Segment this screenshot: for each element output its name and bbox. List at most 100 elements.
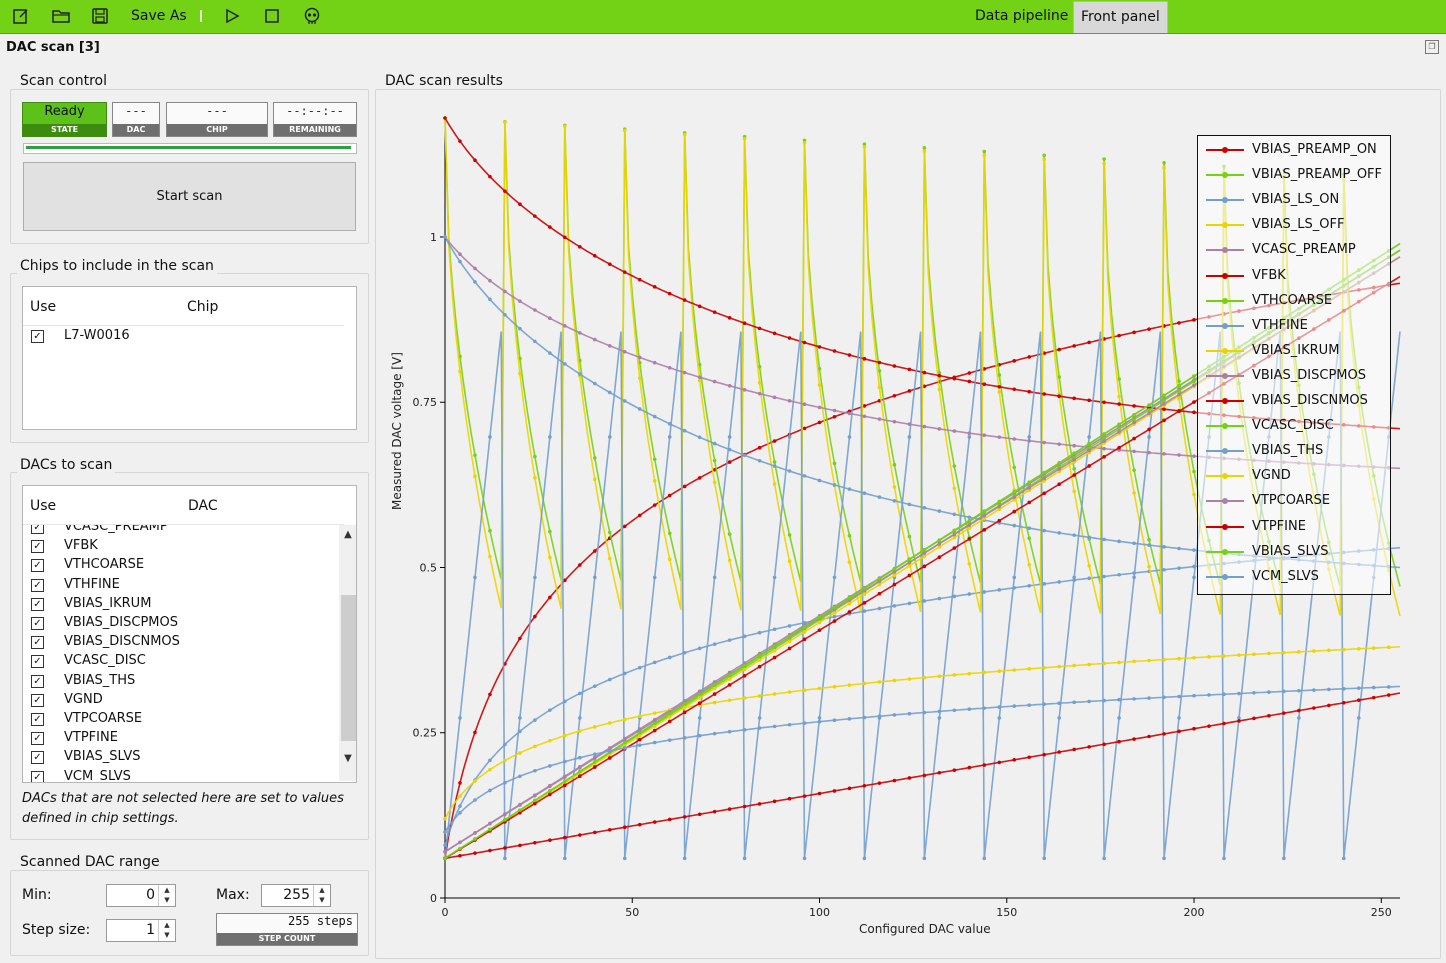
table-row[interactable]: ✓ L7-W0016 — [23, 327, 323, 346]
dac-use-checkbox[interactable]: ✓ — [31, 770, 44, 782]
table-row[interactable]: ✓ VFBK — [23, 537, 323, 556]
data-point — [1117, 427, 1121, 431]
data-point — [937, 674, 942, 679]
data-point — [518, 774, 522, 779]
table-row[interactable]: ✓ VTPCOARSE — [23, 710, 323, 729]
play-icon[interactable] — [221, 5, 243, 27]
new-icon[interactable] — [10, 5, 32, 27]
decrement-icon[interactable]: ▼ — [164, 931, 170, 939]
data-point — [443, 816, 447, 821]
data-point — [578, 372, 582, 376]
min-spinbox[interactable]: 0 ▲ ▼ — [106, 884, 176, 907]
data-point — [1192, 454, 1196, 458]
dac-use-checkbox[interactable]: ✓ — [31, 540, 44, 554]
data-point — [1147, 450, 1151, 455]
data-point — [518, 636, 522, 641]
legend-marker — [1222, 297, 1228, 304]
data-point — [757, 658, 762, 662]
dac-use-checkbox[interactable]: ✓ — [31, 578, 44, 592]
stop-icon[interactable] — [261, 5, 283, 27]
table-row[interactable]: ✓ VCASC_DISC — [23, 652, 323, 671]
data-point — [1177, 729, 1181, 734]
data-point — [1132, 417, 1136, 422]
dac-use-checkbox[interactable]: ✓ — [31, 751, 44, 765]
decrement-icon[interactable]: ▼ — [164, 896, 170, 904]
start-scan-button[interactable]: Start scan — [23, 162, 356, 231]
chip-use-checkbox[interactable]: ✓ — [31, 330, 44, 343]
data-point — [503, 846, 507, 850]
table-row[interactable]: ✓ VCM_SLVS — [23, 768, 323, 782]
table-row[interactable]: ✓ VTHFINE — [23, 576, 323, 595]
data-point — [727, 698, 732, 703]
table-row[interactable]: ✓ VBIAS_SLVS — [23, 748, 323, 767]
data-point — [1042, 392, 1047, 396]
data-point — [787, 722, 792, 727]
increment-icon[interactable]: ▲ — [319, 886, 325, 894]
dac-use-checkbox[interactable]: ✓ — [31, 674, 44, 688]
decrement-icon[interactable]: ▼ — [319, 896, 325, 904]
dac-use-checkbox[interactable]: ✓ — [31, 617, 44, 630]
data-point — [533, 614, 537, 619]
float-window-icon[interactable]: ❐ — [1425, 40, 1439, 54]
increment-icon[interactable]: ▲ — [164, 886, 170, 894]
data-point — [1117, 333, 1121, 338]
legend-label: VBIAS_LS_ON — [1252, 192, 1340, 208]
open-folder-icon[interactable] — [50, 5, 72, 27]
data-point — [622, 717, 627, 722]
data-point — [1102, 698, 1106, 703]
scroll-thumb[interactable] — [341, 595, 356, 741]
table-row[interactable]: ✓ VBIAS_THS — [23, 672, 323, 691]
table-row[interactable]: ✓ VBIAS_IKRUM — [23, 595, 323, 614]
max-spinbox[interactable]: 255 ▲ ▼ — [261, 884, 331, 907]
data-point — [1192, 693, 1196, 698]
save-icon[interactable] — [89, 5, 111, 27]
tab-front-panel[interactable]: Front panel — [1073, 1, 1168, 33]
table-row[interactable]: ✓ VGND — [23, 691, 323, 710]
dac-use-checkbox[interactable]: ✓ — [31, 597, 44, 611]
save-as-button[interactable]: Save As — [131, 8, 187, 24]
data-point — [1132, 420, 1136, 425]
data-point — [1132, 541, 1136, 546]
tab-data-pipeline[interactable]: Data pipeline — [975, 8, 1069, 24]
data-point — [862, 491, 867, 495]
dac-use-checkbox[interactable]: ✓ — [31, 713, 44, 726]
data-point — [967, 519, 972, 523]
data-point — [892, 678, 897, 683]
data-point — [667, 291, 672, 296]
data-point — [817, 420, 822, 425]
skull-icon[interactable] — [301, 5, 323, 27]
data-point — [802, 340, 807, 345]
data-point — [533, 718, 537, 722]
table-row[interactable]: ✓ VBIAS_DISCPMOS — [23, 614, 323, 633]
table-row[interactable]: ✓ VTPFINE — [23, 729, 323, 748]
data-point — [787, 796, 792, 801]
legend-item: VBIAS_PREAMP_OFF — [1206, 166, 1386, 186]
dac-use-checkbox[interactable]: ✓ — [31, 693, 44, 707]
data-point — [1072, 451, 1076, 456]
data-point — [967, 671, 972, 676]
table-row[interactable]: ✓ VBIAS_DISCNMOS — [23, 633, 323, 652]
data-point — [1162, 545, 1166, 549]
scroll-down-icon[interactable]: ▼ — [344, 753, 352, 764]
data-point — [862, 681, 867, 686]
increment-icon[interactable]: ▲ — [164, 921, 170, 929]
step-size-spinbox[interactable]: 1 ▲ ▼ — [106, 919, 176, 942]
data-point — [997, 518, 1002, 523]
chips-table: Use Chip ✓ L7-W0016 — [22, 286, 357, 430]
dac-use-checkbox[interactable]: ✓ — [31, 559, 44, 573]
dac-use-checkbox[interactable]: ✓ — [31, 655, 44, 669]
data-point — [443, 849, 447, 854]
dacs-group — [10, 472, 369, 840]
data-point — [1027, 438, 1032, 443]
dac-use-checkbox[interactable]: ✓ — [31, 732, 44, 746]
col-chip: Chip — [187, 299, 219, 315]
dacs-scrollbar[interactable]: ▲ ▼ — [339, 525, 356, 781]
scroll-up-icon[interactable]: ▲ — [344, 529, 352, 540]
data-point — [712, 682, 717, 687]
data-point — [1177, 392, 1181, 397]
table-row[interactable]: ✓ VTHCOARSE — [23, 556, 323, 575]
data-point — [593, 549, 597, 553]
data-point — [1042, 157, 1047, 162]
data-point — [817, 791, 822, 796]
dac-use-checkbox[interactable]: ✓ — [31, 636, 44, 650]
